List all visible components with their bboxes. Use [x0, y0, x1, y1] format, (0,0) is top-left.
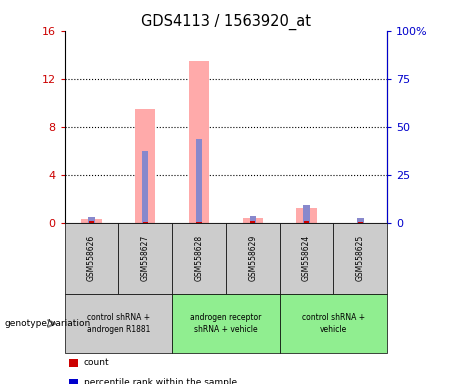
Bar: [142, 151, 148, 223]
Bar: [250, 221, 255, 223]
Text: genotype/variation: genotype/variation: [5, 319, 91, 328]
Text: control shRNA +
vehicle: control shRNA + vehicle: [302, 313, 365, 334]
Text: androgen receptor
shRNA + vehicle: androgen receptor shRNA + vehicle: [190, 313, 261, 334]
Text: GSM558629: GSM558629: [248, 235, 257, 281]
Bar: [358, 222, 363, 223]
Text: GDS4113 / 1563920_at: GDS4113 / 1563920_at: [141, 13, 311, 30]
Bar: [81, 219, 101, 223]
Text: GSM558625: GSM558625: [356, 235, 365, 281]
Bar: [304, 221, 309, 223]
Text: control shRNA +
androgen R1881: control shRNA + androgen R1881: [87, 313, 150, 334]
Bar: [303, 205, 310, 223]
Text: percentile rank within the sample: percentile rank within the sample: [84, 378, 237, 384]
Bar: [196, 222, 201, 223]
Text: GSM558628: GSM558628: [195, 235, 203, 281]
Bar: [357, 218, 364, 223]
Bar: [89, 220, 94, 223]
Text: count: count: [84, 358, 110, 367]
Bar: [196, 139, 202, 223]
Bar: [88, 217, 95, 223]
Text: GSM558627: GSM558627: [141, 235, 150, 281]
Bar: [135, 109, 155, 223]
Bar: [189, 61, 209, 223]
Text: GSM558626: GSM558626: [87, 235, 96, 281]
Text: GSM558624: GSM558624: [302, 235, 311, 281]
Bar: [249, 216, 256, 223]
Bar: [296, 208, 317, 223]
Bar: [242, 218, 263, 223]
Bar: [142, 222, 148, 223]
